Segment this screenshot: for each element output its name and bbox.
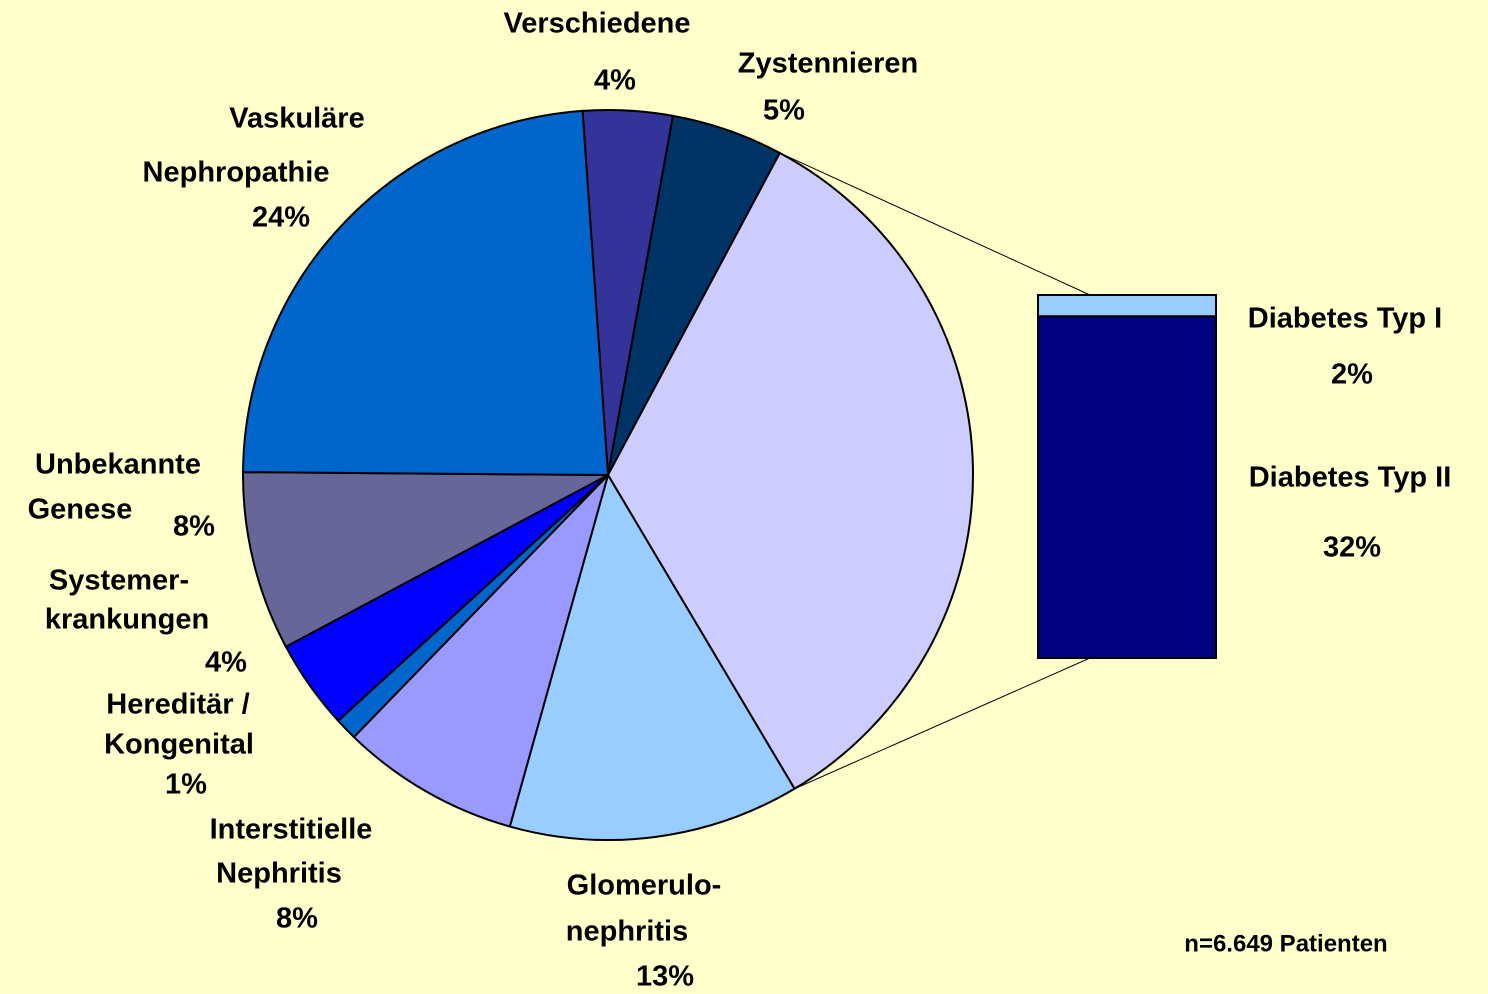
slice-label: Zystennieren bbox=[738, 48, 919, 80]
value-label: 5% bbox=[763, 95, 805, 127]
slice-label: Vaskuläre bbox=[229, 103, 364, 135]
slice-label: Kongenital bbox=[104, 729, 254, 761]
pie-slice bbox=[508, 472, 796, 841]
bar-label: Diabetes Typ II bbox=[1249, 462, 1452, 494]
slice-label: Verschiedene bbox=[504, 8, 691, 40]
value-label: 13% bbox=[636, 961, 694, 993]
value-label: 32% bbox=[1323, 532, 1381, 564]
slice-label: Nephritis bbox=[216, 858, 342, 890]
slice-label: Unbekannte bbox=[35, 449, 201, 481]
value-label: 1% bbox=[165, 769, 207, 801]
slice-label: Interstitielle bbox=[210, 814, 373, 846]
slice-label: krankungen bbox=[45, 604, 209, 636]
value-label: 8% bbox=[173, 511, 215, 543]
connector bbox=[779, 152, 1091, 296]
slice-label: Systemer- bbox=[49, 565, 189, 597]
bar-segment bbox=[1037, 315, 1217, 659]
slice-label: Nephropathie bbox=[143, 157, 330, 189]
slice-label: Genese bbox=[28, 494, 133, 526]
value-label: 4% bbox=[594, 65, 636, 97]
bar-label: Diabetes Typ I bbox=[1248, 303, 1442, 335]
value-label: 2% bbox=[1331, 359, 1373, 391]
value-label: 8% bbox=[276, 903, 318, 935]
bar-segment bbox=[1037, 294, 1217, 318]
connector bbox=[794, 657, 1091, 790]
pie-slice bbox=[352, 474, 609, 828]
pie-slice bbox=[606, 151, 974, 791]
slice-label: Hereditär / bbox=[106, 689, 249, 721]
value-label: 24% bbox=[252, 202, 310, 234]
slice-label: Glomerulo- bbox=[567, 870, 722, 902]
value-label: 4% bbox=[205, 647, 247, 679]
pie-slice bbox=[242, 471, 609, 649]
slice-label: nephritis bbox=[566, 916, 688, 948]
pie-slice bbox=[242, 109, 610, 477]
annotation: n=6.649 Patienten bbox=[1184, 930, 1387, 957]
